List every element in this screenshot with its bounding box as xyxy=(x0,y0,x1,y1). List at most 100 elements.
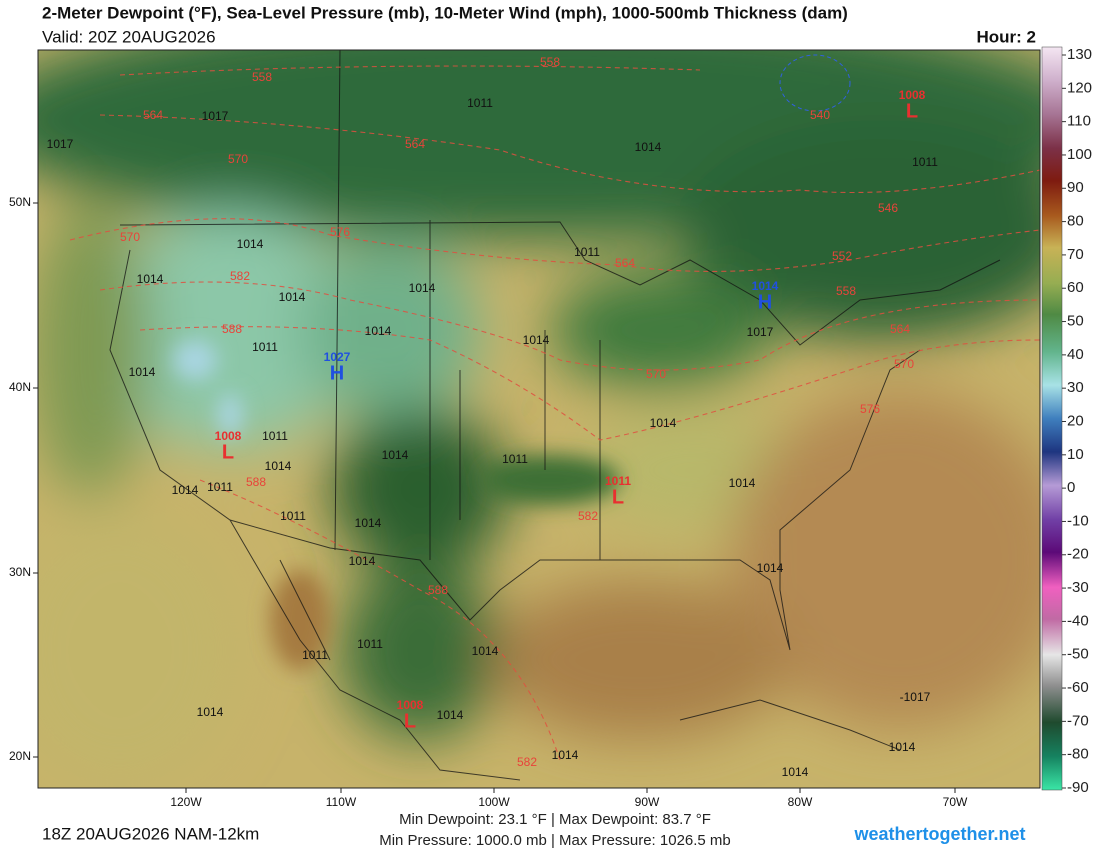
isobar-label: 1014 xyxy=(355,516,382,530)
lat-label: 30N xyxy=(9,565,31,579)
isobar-label: 1014 xyxy=(437,708,464,722)
colorbar-label: -10 xyxy=(1067,512,1089,529)
lon-label: 90W xyxy=(635,795,660,809)
isobar-label: 1014 xyxy=(635,140,662,154)
colorbar-label: -70 xyxy=(1067,712,1089,729)
colorbar-label: 110 xyxy=(1067,113,1091,130)
isobar-label: 1014 xyxy=(349,554,376,568)
isobar-label: -1017 xyxy=(900,690,931,704)
lon-label: 100W xyxy=(478,795,510,809)
center-pressure: 1008 xyxy=(397,698,424,712)
thickness-label: 576 xyxy=(860,402,880,416)
isobar-label: 1011 xyxy=(357,637,383,651)
thickness-label: 558 xyxy=(836,284,856,298)
colorbar-label: -40 xyxy=(1067,612,1089,629)
colorbar-label: -30 xyxy=(1067,579,1089,596)
isobar-label: 1017 xyxy=(202,109,229,123)
isobar-label: 1014 xyxy=(382,448,409,462)
center-pressure: 1014 xyxy=(752,279,779,293)
brand[interactable]: weathertogether.net xyxy=(853,824,1025,844)
colorbar-label: 130 xyxy=(1067,46,1092,63)
thickness-label: 570 xyxy=(894,357,914,371)
thickness-label: 588 xyxy=(246,475,266,489)
thickness-label: 570 xyxy=(646,367,666,381)
isobar-label: 1011 xyxy=(912,155,938,169)
colorbar-label: 80 xyxy=(1067,213,1084,230)
valid-time: Valid: 20Z 20AUG2026 xyxy=(42,27,216,46)
colorbar-label: 120 xyxy=(1067,79,1092,96)
isobar-label: 1014 xyxy=(409,281,436,295)
isobar-label: 1011 xyxy=(207,480,233,494)
lon-label: 110W xyxy=(326,795,357,809)
isobar-label: 1014 xyxy=(889,740,916,754)
colorbar-label: -60 xyxy=(1067,679,1089,696)
pressure-stats: Min Pressure: 1000.0 mb | Max Pressure: … xyxy=(379,832,731,849)
isobar-label: 1014 xyxy=(237,237,264,251)
thickness-label: 546 xyxy=(878,201,898,215)
lat-label: 40N xyxy=(9,380,31,394)
thickness-label: 540 xyxy=(810,108,830,122)
center-pressure: 1008 xyxy=(899,88,926,102)
colorbar-label: -50 xyxy=(1067,646,1089,663)
isobar-label: 1014 xyxy=(472,644,499,658)
isobar-label: 1014 xyxy=(197,705,224,719)
colorbar-label: 100 xyxy=(1067,146,1092,163)
colorbar-label: 70 xyxy=(1067,246,1084,263)
colorbar-label: 90 xyxy=(1067,179,1084,196)
center-letter: L xyxy=(222,441,234,463)
isobar-label: 1011 xyxy=(252,340,278,354)
isobar-label: 1014 xyxy=(279,290,306,304)
thickness-label: 564 xyxy=(405,137,425,151)
isobar-label: 1014 xyxy=(782,765,809,779)
isobar-label: 1011 xyxy=(262,429,288,443)
center-letter: H xyxy=(758,291,772,313)
colorbar-label: 10 xyxy=(1067,446,1084,463)
isobar-label: 1014 xyxy=(129,365,156,379)
isobar-label: 1011 xyxy=(574,245,600,259)
isobar-label: 1014 xyxy=(172,483,199,497)
colorbar-label: 40 xyxy=(1067,346,1084,363)
isobar-label: 1014 xyxy=(523,333,550,347)
thickness-label: 576 xyxy=(330,225,350,239)
center-pressure: 1027 xyxy=(324,350,351,364)
isobar-label: 1014 xyxy=(265,459,292,473)
isobar-label: 1014 xyxy=(650,416,677,430)
thickness-label: 564 xyxy=(615,256,635,270)
lat-label: 50N xyxy=(9,195,31,209)
map-frame xyxy=(37,49,1041,789)
center-pressure: 1011 xyxy=(605,474,631,488)
thickness-label: 558 xyxy=(252,70,272,84)
lon-label: 70W xyxy=(943,795,968,809)
isobar-label: 1017 xyxy=(747,325,774,339)
isobar-label: 1014 xyxy=(365,324,392,338)
center-pressure: 1008 xyxy=(215,429,242,443)
isobar-label: 1014 xyxy=(729,476,756,490)
lat-label: 20N xyxy=(9,749,31,763)
model-run: 18Z 20AUG2026 NAM-12km xyxy=(42,824,259,843)
thickness-label: 570 xyxy=(228,152,248,166)
lon-label: 80W xyxy=(788,795,813,809)
thickness-label: 588 xyxy=(222,322,242,336)
center-letter: H xyxy=(330,362,344,384)
isobar-label: 1011 xyxy=(502,452,528,466)
thickness-label: 588 xyxy=(428,583,448,597)
isobar-label: 1014 xyxy=(137,272,164,286)
isobar-label: 1011 xyxy=(280,509,306,523)
center-letter: L xyxy=(404,710,416,732)
thickness-label: 564 xyxy=(143,108,163,122)
colorbar xyxy=(1041,46,1063,791)
colorbar-ticks: 1301201101009080706050403020100-10-20-30… xyxy=(1062,46,1092,796)
colorbar-label: 0 xyxy=(1067,479,1075,496)
thickness-label: 564 xyxy=(890,322,910,336)
thickness-label: 570 xyxy=(120,230,140,244)
center-letter: L xyxy=(906,100,918,122)
colorbar-label: 50 xyxy=(1067,313,1084,330)
center-letter: L xyxy=(612,486,624,508)
colorbar-label: 30 xyxy=(1067,379,1084,396)
colorbar-label: -20 xyxy=(1067,546,1089,563)
thickness-label: 582 xyxy=(517,755,537,769)
forecast-hour: Hour: 2 xyxy=(977,27,1037,46)
isobar-label: 1011 xyxy=(467,96,493,110)
isobar-label: 1014 xyxy=(757,561,784,575)
